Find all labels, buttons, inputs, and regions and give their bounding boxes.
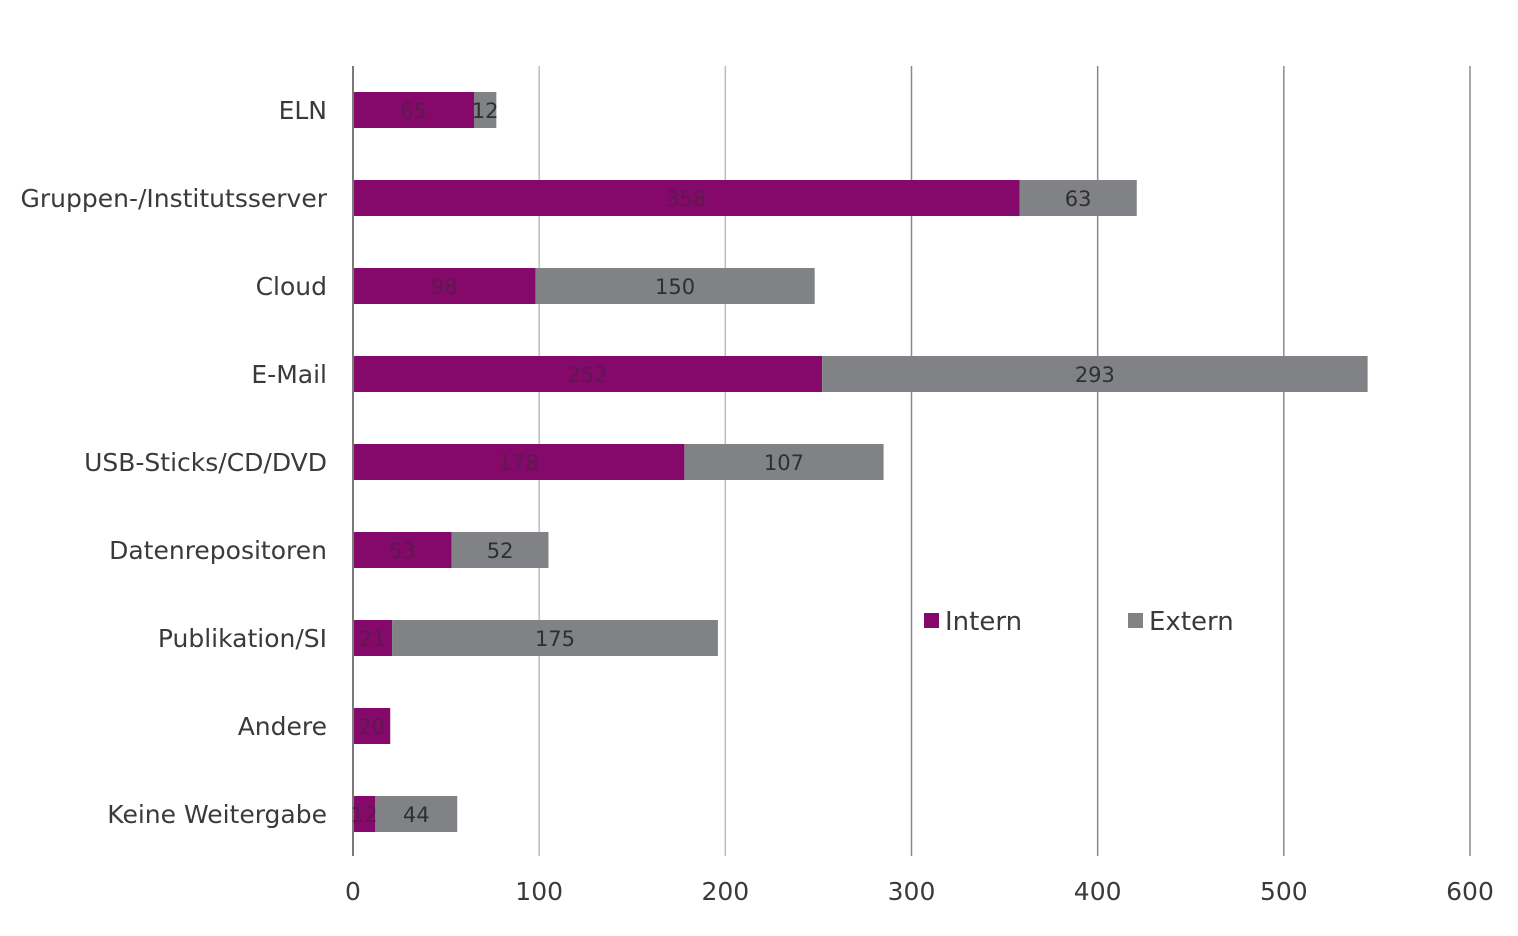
value-label-extern: 107 <box>764 451 804 475</box>
category-label: USB-Sticks/CD/DVD <box>84 448 327 477</box>
bar-intern <box>353 268 536 304</box>
category-label: Keine Weitergabe <box>107 800 327 829</box>
bar-intern <box>353 180 1020 216</box>
legend-label-intern: Intern <box>945 607 1022 637</box>
value-label-extern: 44 <box>403 803 430 827</box>
bar-intern <box>353 444 685 480</box>
value-labels: 65 12 358 63 98 150 252 293 178 107 53 52 21 175 20 12 4… <box>351 99 1115 827</box>
tick-labels: 0 100 200 300 400 500 600 <box>345 877 1494 906</box>
category-label: Andere <box>238 712 327 741</box>
x-tick-label: 600 <box>1446 877 1494 906</box>
value-label-intern: 21 <box>359 627 386 651</box>
value-label-intern: 358 <box>666 187 706 211</box>
bar-intern <box>353 620 393 656</box>
value-label-extern: 175 <box>535 627 575 651</box>
legend-swatch-extern <box>1128 613 1143 628</box>
category-label: Datenrepositoren <box>109 536 327 565</box>
value-label-intern: 178 <box>499 451 539 475</box>
bar-extern <box>535 268 815 304</box>
bar-extern <box>474 92 497 128</box>
legend-swatch-intern <box>924 613 939 628</box>
category-labels: ELN Gruppen-/Institutsserver Cloud E-Mail US… <box>20 96 327 829</box>
category-label: E-Mail <box>251 360 327 389</box>
value-label-intern: 53 <box>389 539 416 563</box>
bar-intern <box>353 708 391 744</box>
value-label-intern: 252 <box>568 363 608 387</box>
category-label: ELN <box>279 96 327 125</box>
category-label: Cloud <box>256 272 327 301</box>
legend-label-extern: Extern <box>1149 607 1234 637</box>
bar-intern <box>353 796 376 832</box>
value-label-extern: 293 <box>1075 363 1115 387</box>
value-label-extern: 150 <box>655 275 695 299</box>
category-label: Gruppen-/Institutsserver <box>20 184 327 213</box>
bar-intern <box>353 532 452 568</box>
legend: Intern Extern <box>924 607 1234 637</box>
x-tick-label: 0 <box>345 877 361 906</box>
x-tick-label: 500 <box>1260 877 1308 906</box>
value-label-intern: 20 <box>358 715 385 739</box>
value-label-extern: 12 <box>472 99 499 123</box>
value-label-intern: 98 <box>431 275 458 299</box>
value-label-extern: 52 <box>487 539 514 563</box>
bar-extern <box>392 620 718 656</box>
bars <box>353 92 1368 832</box>
bar-intern <box>353 92 475 128</box>
x-tick-label: 100 <box>515 877 563 906</box>
bar-intern <box>353 356 823 392</box>
bar-extern <box>1019 180 1137 216</box>
bar-extern <box>822 356 1368 392</box>
value-label-extern: 63 <box>1065 187 1092 211</box>
x-tick-label: 400 <box>1074 877 1122 906</box>
x-tick-label: 200 <box>701 877 749 906</box>
category-label: Publikation/SI <box>158 624 327 653</box>
bar-extern <box>451 532 549 568</box>
bar-extern <box>375 796 458 832</box>
value-label-intern: 12 <box>351 803 378 827</box>
x-tick-label: 300 <box>888 877 936 906</box>
bar-extern <box>684 444 884 480</box>
value-label-intern: 65 <box>400 99 427 123</box>
